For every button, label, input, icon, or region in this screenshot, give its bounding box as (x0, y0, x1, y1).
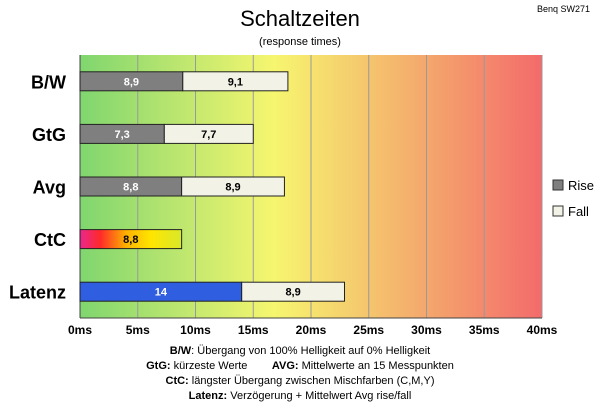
legend: Rise Fall (552, 178, 594, 219)
bar-value-label: 8,9 (124, 76, 139, 88)
x-axis-ticks: 0ms 5ms 10ms 15ms 20ms 25ms 30ms 35ms 40ms (68, 323, 558, 337)
x-tick-label: 40ms (527, 323, 558, 337)
note-ctc-text: längster Übergang zwischen Mischfarben (… (188, 375, 435, 387)
category-labels: B/W GtG Avg CtC Latenz (9, 72, 66, 302)
bar-value-label: 9,1 (228, 76, 243, 88)
note-avg-text: Mittelwerte an 15 Messpunkten (298, 360, 454, 372)
note-latenz: Latenz: Verzögerung + Mittelwert Avg ris… (0, 390, 600, 402)
note-gtg-text: kürzeste Werte (170, 360, 248, 372)
bar-value-label: 8,9 (225, 182, 240, 194)
legend-label: Fall (568, 204, 589, 219)
category-label: GtG (32, 125, 66, 145)
bar-fall (163, 123, 254, 144)
category-label: B/W (31, 72, 66, 92)
grid-lines (79, 55, 543, 319)
note-bw-key: B/W (169, 345, 192, 357)
x-tick-label: 25ms (353, 323, 384, 337)
bars: 8,9 9,1 7,3 7,7 8,8 8,9 8,8 14 8,9 (79, 71, 345, 302)
bar-rise (79, 229, 183, 250)
chart-title: Schaltzeiten (240, 6, 360, 31)
chart-subtitle: (response times) (259, 36, 341, 48)
x-tick-label: 20ms (296, 323, 327, 337)
note-latenz-text: Verzögerung + Mittelwert Avg rise/fall (227, 390, 412, 402)
legend-label: Rise (568, 178, 594, 193)
category-label: Latenz (9, 283, 66, 303)
x-tick-label: 15ms (238, 323, 269, 337)
bar-fall (181, 176, 285, 197)
bar-value-label: 7,3 (115, 129, 130, 141)
note-bw-text: : Übergang von 100% Helligkeit auf 0% He… (191, 345, 431, 357)
bar-value-label: 8,9 (285, 287, 300, 299)
note-gtg-avg: GtG: kürzeste Werte AVG: Mittelwerte an … (0, 360, 600, 372)
category-label: CtC (34, 230, 66, 250)
x-tick-label: 35ms (469, 323, 500, 337)
note-avg-key: AVG: (271, 360, 299, 372)
note-ctc: CtC: längster Übergang zwischen Mischfar… (0, 375, 600, 387)
bar-fall (241, 281, 345, 302)
bar-value-label: 8,8 (123, 234, 138, 246)
x-tick-label: 5ms (126, 323, 150, 337)
bar-fall (182, 71, 289, 92)
monitor-model-label: Benq SW271 (536, 4, 590, 14)
bar-value-label: 14 (155, 287, 168, 299)
bar-value-label: 7,7 (201, 129, 216, 141)
bar-value-label: 8,8 (123, 182, 138, 194)
note-bw: B/W: Übergang von 100% Helligkeit auf 0%… (0, 345, 600, 357)
note-ctc-key: CtC: (165, 375, 189, 387)
legend-swatch (552, 205, 564, 217)
note-latenz-key: Latenz: (188, 390, 228, 402)
x-tick-label: 10ms (180, 323, 211, 337)
note-gtg-key: GtG: (146, 360, 171, 372)
x-tick-label: 0ms (68, 323, 92, 337)
category-label: Avg (33, 178, 66, 198)
legend-swatch (552, 179, 564, 191)
x-tick-label: 30ms (411, 323, 442, 337)
